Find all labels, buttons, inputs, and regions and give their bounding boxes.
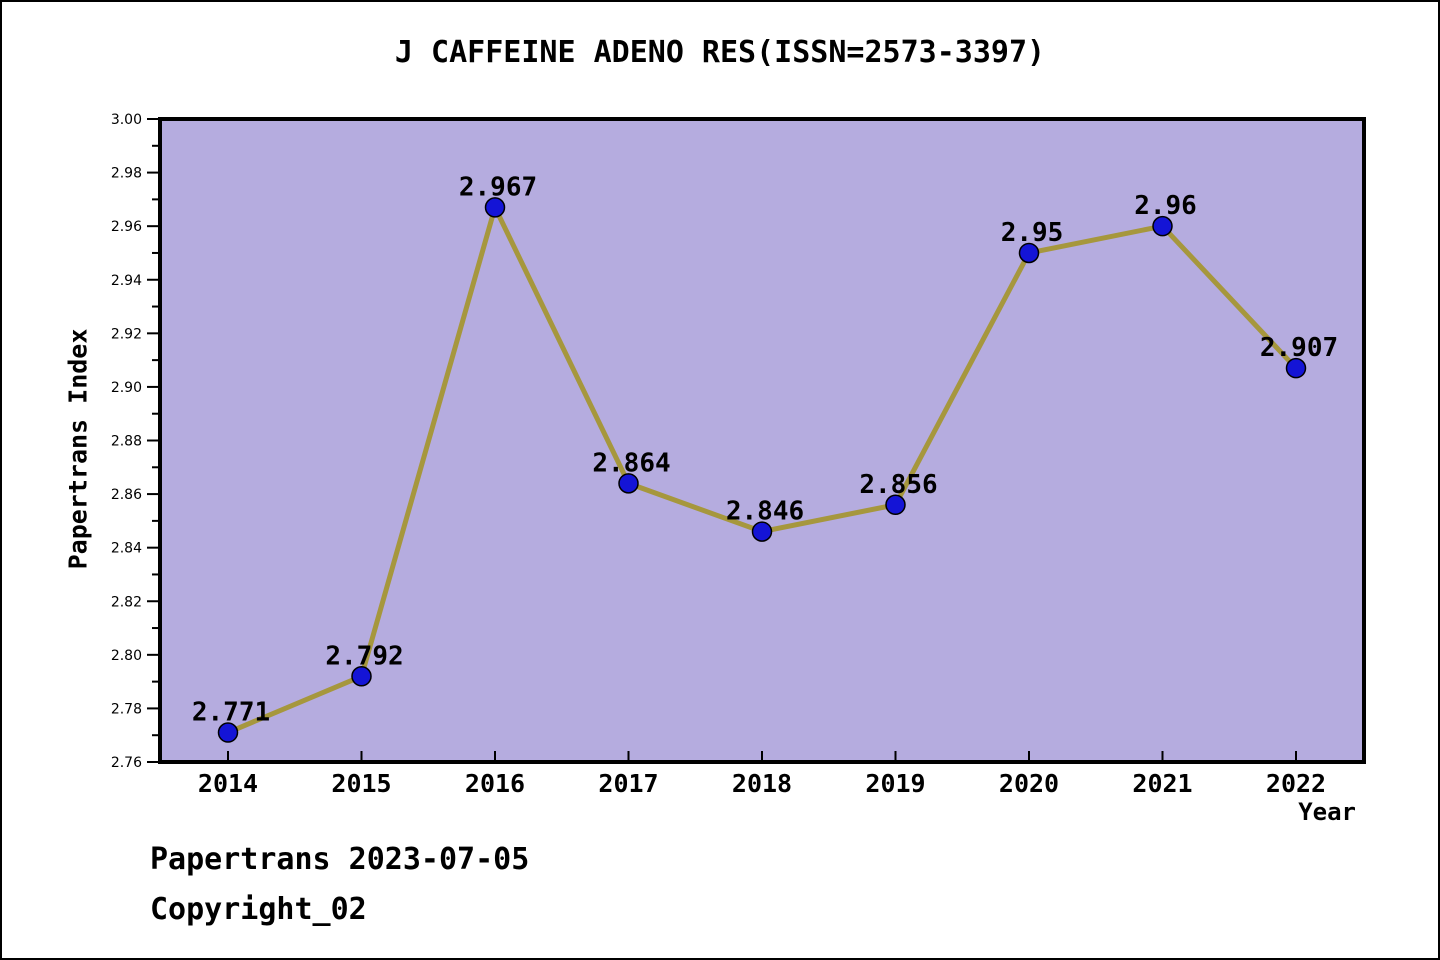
data-point — [885, 494, 906, 516]
x-tick-label: 2015 — [331, 769, 391, 798]
data-point-label: 2.864 — [592, 448, 670, 478]
y-tick-label: 2.96 — [111, 219, 142, 235]
data-point-label: 2.95 — [1001, 218, 1064, 248]
x-tick-label: 2017 — [598, 769, 658, 798]
data-point — [1018, 242, 1040, 264]
x-tick-label: 2022 — [1266, 769, 1326, 798]
data-point — [351, 666, 372, 687]
y-tick-label: 2.78 — [111, 701, 142, 717]
x-tick-label: 2021 — [1132, 769, 1192, 798]
y-tick-label: 2.82 — [111, 594, 142, 610]
data-point — [751, 521, 773, 542]
footer-copyright: Copyright_02 — [150, 892, 367, 927]
data-point — [217, 722, 239, 743]
y-tick-label: 2.90 — [111, 380, 142, 396]
y-tick-label: 2.84 — [111, 541, 142, 557]
y-tick-label: 2.92 — [111, 326, 142, 342]
x-tick-label: 2020 — [999, 769, 1059, 798]
y-tick-label: 2.86 — [111, 487, 142, 503]
y-tick-label: 2.80 — [111, 648, 142, 664]
x-axis-label: Year — [1298, 798, 1356, 826]
data-point — [1285, 357, 1307, 379]
chart-title: J CAFFEINE ADENO RES(ISSN=2573-3397) — [394, 35, 1046, 70]
x-tick-label: 2016 — [465, 769, 525, 798]
x-tick-label: 2014 — [198, 769, 258, 798]
data-point — [484, 197, 506, 218]
y-tick-label: 2.98 — [111, 166, 142, 182]
x-tick-label: 2019 — [865, 769, 925, 798]
y-tick-label: 2.76 — [111, 755, 142, 771]
data-point-label: 2.967 — [459, 172, 537, 202]
data-point-label: 2.907 — [1260, 333, 1338, 363]
footer-date: Papertrans 2023-07-05 — [150, 842, 530, 877]
data-point-label: 2.96 — [1134, 191, 1197, 221]
data-point — [1152, 215, 1173, 237]
y-tick-label: 3.00 — [111, 112, 142, 128]
data-point-label: 2.771 — [192, 698, 270, 728]
data-point-label: 2.792 — [325, 641, 403, 671]
data-point-label: 2.856 — [859, 470, 937, 500]
data-point-label: 2.846 — [726, 497, 804, 527]
y-tick-label: 2.88 — [111, 434, 142, 450]
x-tick-label: 2018 — [732, 769, 792, 798]
data-point — [618, 473, 639, 494]
y-tick-label: 2.94 — [111, 273, 142, 289]
